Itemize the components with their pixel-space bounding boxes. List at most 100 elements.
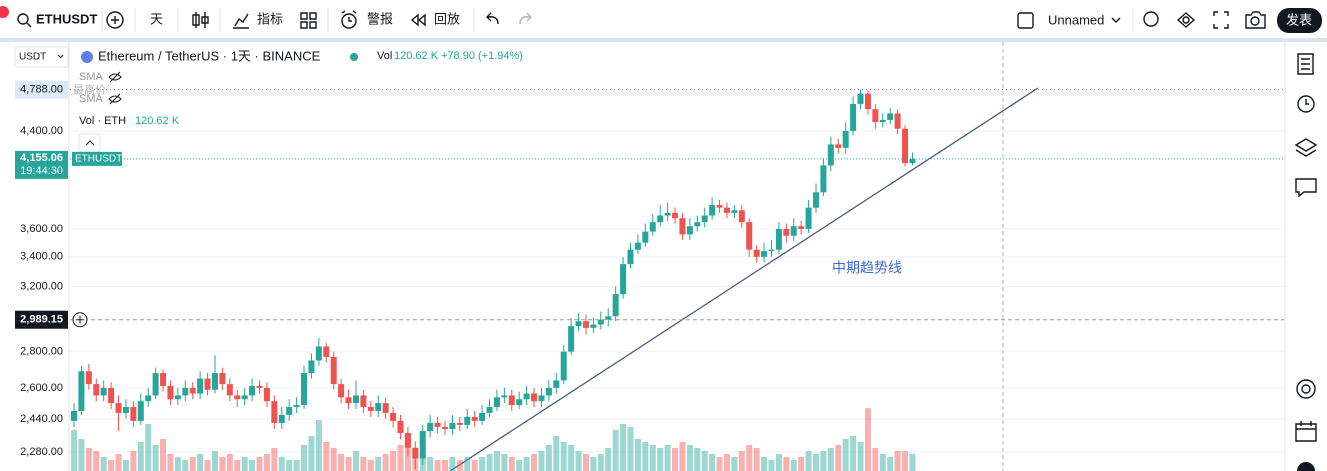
candle-body — [174, 395, 181, 400]
publish[interactable]: 发表 — [1286, 12, 1312, 27]
candle-body — [738, 210, 745, 223]
replay[interactable]: 回放 — [434, 11, 460, 26]
currency-menu — [57, 54, 64, 59]
alerts-panel[interactable] — [1297, 95, 1315, 113]
publish-button[interactable] — [1277, 8, 1322, 33]
interval[interactable]: 天 — [150, 11, 163, 26]
volume-bar — [686, 445, 693, 471]
settings-center — [1182, 16, 1190, 24]
candle-body — [115, 403, 122, 413]
candle-body — [672, 212, 679, 219]
indicators-icon[interactable] — [233, 13, 249, 29]
volume-bar — [427, 457, 434, 471]
volume-bar — [78, 439, 85, 471]
snapshot[interactable] — [1245, 11, 1266, 29]
volume-bar — [627, 427, 634, 471]
volume-bar — [582, 454, 589, 471]
volume-bar — [523, 457, 530, 471]
chart-type[interactable] — [192, 12, 209, 28]
volume-bar — [790, 460, 797, 471]
layers[interactable] — [1294, 138, 1318, 157]
hidden-eye[interactable] — [108, 93, 122, 105]
volume-bar — [434, 460, 441, 471]
candle-body — [634, 242, 641, 250]
indicators[interactable]: 指标 — [257, 11, 283, 26]
volume-bar — [827, 448, 834, 471]
search-icon[interactable] — [17, 13, 29, 25]
layout-menu[interactable] — [1111, 17, 1121, 23]
volume-bar — [612, 430, 619, 471]
candle-body — [820, 165, 827, 193]
volume-bar — [338, 454, 345, 471]
sma-study[interactable]: SMA — [79, 71, 104, 83]
candle-body — [857, 93, 864, 104]
candle-body — [85, 371, 92, 385]
instrument: Ethereum / TetherUS · 1天 · BINANCE — [98, 48, 321, 63]
alert-icon[interactable] — [341, 13, 357, 29]
undo[interactable] — [486, 12, 499, 25]
calendar[interactable] — [1295, 421, 1317, 442]
redo[interactable] — [519, 12, 532, 25]
layout-checkbox[interactable] — [1017, 12, 1034, 29]
candle-body — [864, 93, 871, 110]
candle-body — [189, 387, 196, 394]
help[interactable] — [1297, 462, 1315, 471]
y-tick-label: 3,400.00 — [20, 251, 63, 263]
candle-body — [486, 407, 493, 413]
volume-bar — [709, 454, 716, 471]
currency[interactable]: USDT — [19, 52, 46, 63]
candle-body — [145, 395, 152, 402]
vol-study[interactable]: Vol · ETH — [79, 115, 126, 127]
layouts-icon[interactable] — [300, 12, 317, 29]
candle-body — [160, 373, 167, 386]
volume-bar — [271, 448, 278, 471]
ideas-inner — [1301, 384, 1311, 394]
volume-bar — [130, 451, 137, 471]
settings[interactable] — [1176, 12, 1196, 28]
candle-body — [902, 128, 909, 164]
candle-body — [753, 249, 760, 257]
volume-bar — [879, 454, 886, 471]
symbol[interactable]: ETHUSDT — [36, 11, 97, 26]
volume-bar — [531, 454, 538, 471]
y-tick-label: 4,400.00 — [20, 125, 63, 137]
sma-study[interactable]: SMA — [79, 93, 104, 105]
currency-box[interactable] — [14, 46, 69, 68]
watchlist[interactable] — [1297, 53, 1314, 75]
volume-bar — [108, 460, 115, 471]
volume-bar — [723, 454, 730, 471]
volume-bar — [226, 454, 233, 471]
ideas[interactable] — [1296, 379, 1316, 399]
snapshot-lens — [1250, 16, 1260, 26]
volume-bar — [820, 451, 827, 471]
quick-search[interactable] — [1143, 11, 1159, 27]
volume-bar — [701, 451, 708, 471]
candle-body — [605, 316, 612, 320]
y-tick-label: 2,280.00 — [20, 446, 63, 458]
layout-name[interactable]: Unnamed — [1048, 12, 1104, 27]
chats[interactable] — [1295, 178, 1317, 198]
candle-body — [709, 205, 716, 216]
volume-bar — [864, 408, 871, 471]
volume-bar — [137, 442, 144, 471]
fullscreen[interactable] — [1213, 11, 1229, 29]
candle-body — [442, 426, 448, 429]
collapse-legend[interactable] — [78, 133, 101, 153]
last-price-time: 19:44:30 — [20, 165, 63, 177]
volume-bar — [516, 460, 523, 471]
market-status — [350, 53, 358, 61]
volume-bar — [679, 442, 686, 471]
candle-body — [649, 222, 656, 232]
candle-body — [620, 264, 627, 295]
vol-study-value: 120.62 K — [135, 115, 180, 127]
hidden-eye[interactable] — [108, 71, 122, 83]
replay-icon[interactable] — [410, 13, 426, 27]
candle-body — [382, 403, 389, 413]
alerts[interactable]: 警报 — [367, 11, 393, 26]
volume-bar — [278, 457, 285, 471]
volume-bar — [872, 448, 879, 471]
add-symbol[interactable] — [106, 11, 124, 29]
candle-body — [78, 371, 85, 411]
candle-body — [783, 228, 790, 236]
collapse-arrow — [85, 140, 95, 146]
